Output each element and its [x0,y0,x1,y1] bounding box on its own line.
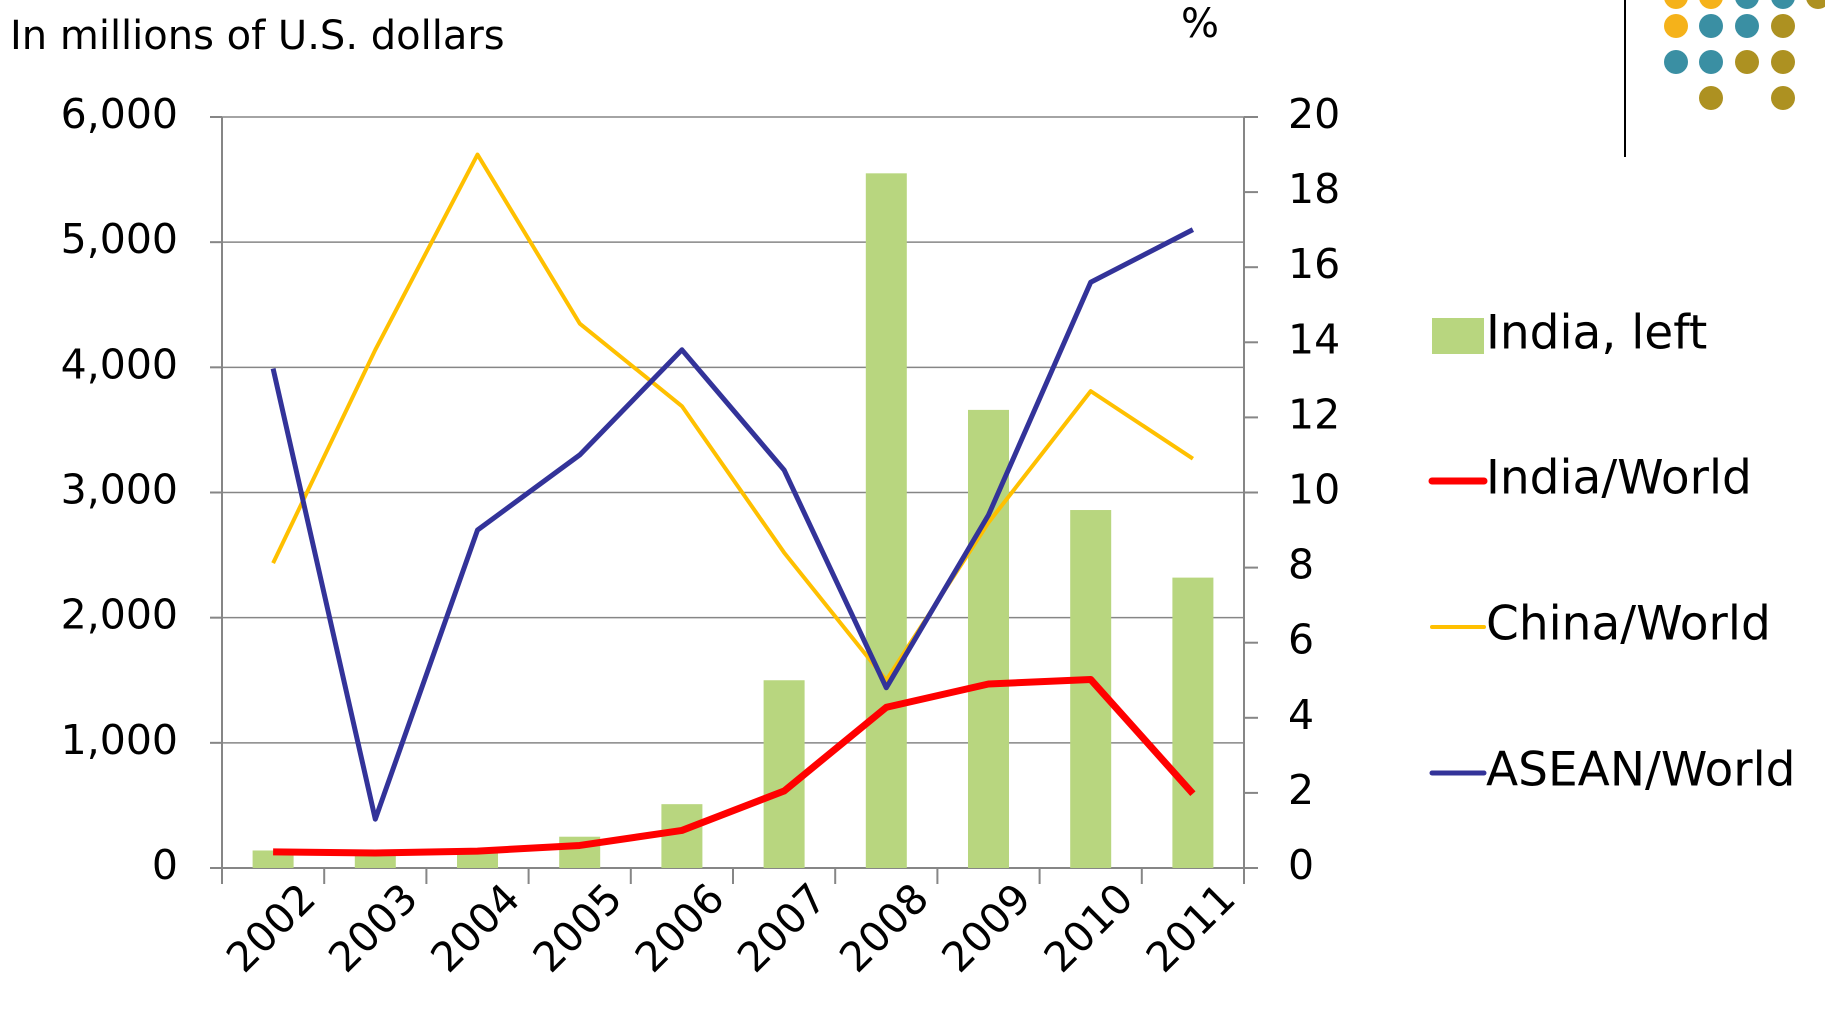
line [273,230,1193,820]
decoration [1625,0,1825,157]
x-tick-label: 2011 [1137,874,1245,982]
y2-tick-label: 16 [1288,240,1340,288]
y2-tick-label: 8 [1288,541,1314,589]
y2-tick-label: 4 [1288,691,1314,739]
y2-tick-label: 10 [1288,466,1340,514]
line [273,155,1193,681]
y2-tick-label: 18 [1288,165,1340,213]
x-tick-label: 2007 [728,874,836,982]
y-tick-label: 3,000 [61,466,178,514]
x-tick-label: 2002 [217,874,325,982]
y2-axis-label: % [1181,1,1219,47]
y2-tick-label: 2 [1288,766,1314,814]
x-tick-label: 2010 [1035,874,1143,982]
y-tick-label: 1,000 [61,716,178,764]
x-tick-label: 2009 [933,874,1041,982]
y-tick-label: 5,000 [61,215,178,263]
y-axis-label: In millions of U.S. dollars [10,13,505,59]
y-tick-label: 4,000 [61,340,178,388]
y2-tick-label: 14 [1288,315,1340,363]
chart: In millions of U.S. dollars % 0 1,000 2,00… [0,0,1825,1017]
y-tick-label: 2,000 [61,591,178,639]
legend-label: India/World [1486,451,1752,506]
x-tick-label: 2008 [830,874,938,982]
x-tick-label: 2006 [626,874,734,982]
y2-tick-label: 6 [1288,616,1314,664]
x-tick-label: 2003 [319,874,427,982]
bar [764,680,805,868]
y2-tick-label: 0 [1288,841,1314,889]
line [273,679,1193,852]
y-tick-label: 0 [152,841,178,889]
x-tick-label: 2005 [524,874,632,982]
legend-label: China/World [1486,597,1771,652]
legend-label: ASEAN/World [1486,743,1796,798]
legend-marker [1432,318,1484,354]
bar [1070,510,1111,868]
y2-tick-label: 12 [1288,390,1340,438]
bar [866,173,907,868]
y2-tick-label: 20 [1288,90,1340,138]
x-tick-label: 2004 [422,874,530,982]
bar [1172,578,1213,868]
legend-label: India, left [1486,306,1707,361]
y-tick-label: 6,000 [61,90,178,138]
